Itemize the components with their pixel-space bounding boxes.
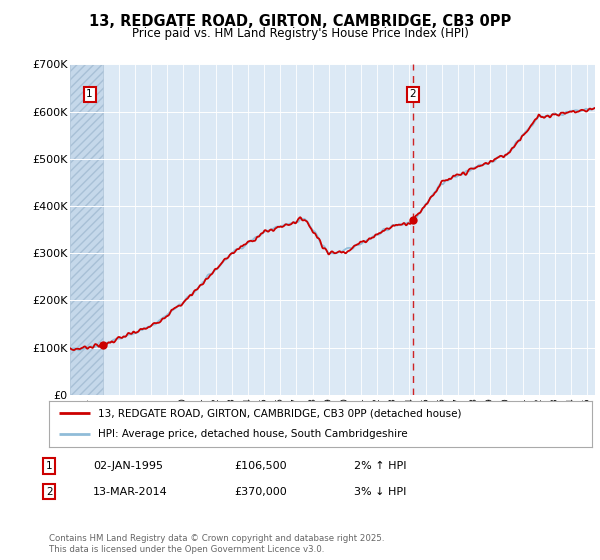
Text: 13, REDGATE ROAD, GIRTON, CAMBRIDGE, CB3 0PP: 13, REDGATE ROAD, GIRTON, CAMBRIDGE, CB3… — [89, 14, 511, 29]
Text: 02-JAN-1995: 02-JAN-1995 — [93, 461, 163, 471]
Text: £106,500: £106,500 — [234, 461, 287, 471]
Text: HPI: Average price, detached house, South Cambridgeshire: HPI: Average price, detached house, Sout… — [98, 430, 407, 440]
Text: 2: 2 — [46, 487, 53, 497]
Text: 1: 1 — [46, 461, 53, 471]
Text: 2: 2 — [409, 89, 416, 99]
Text: 1: 1 — [86, 89, 93, 99]
Text: 3% ↓ HPI: 3% ↓ HPI — [354, 487, 406, 497]
Text: 2% ↑ HPI: 2% ↑ HPI — [354, 461, 407, 471]
Bar — [70, 64, 103, 395]
Text: Price paid vs. HM Land Registry's House Price Index (HPI): Price paid vs. HM Land Registry's House … — [131, 27, 469, 40]
Text: Contains HM Land Registry data © Crown copyright and database right 2025.
This d: Contains HM Land Registry data © Crown c… — [49, 534, 385, 554]
Text: 13, REDGATE ROAD, GIRTON, CAMBRIDGE, CB3 0PP (detached house): 13, REDGATE ROAD, GIRTON, CAMBRIDGE, CB3… — [98, 408, 461, 418]
Text: 13-MAR-2014: 13-MAR-2014 — [93, 487, 168, 497]
Text: £370,000: £370,000 — [234, 487, 287, 497]
